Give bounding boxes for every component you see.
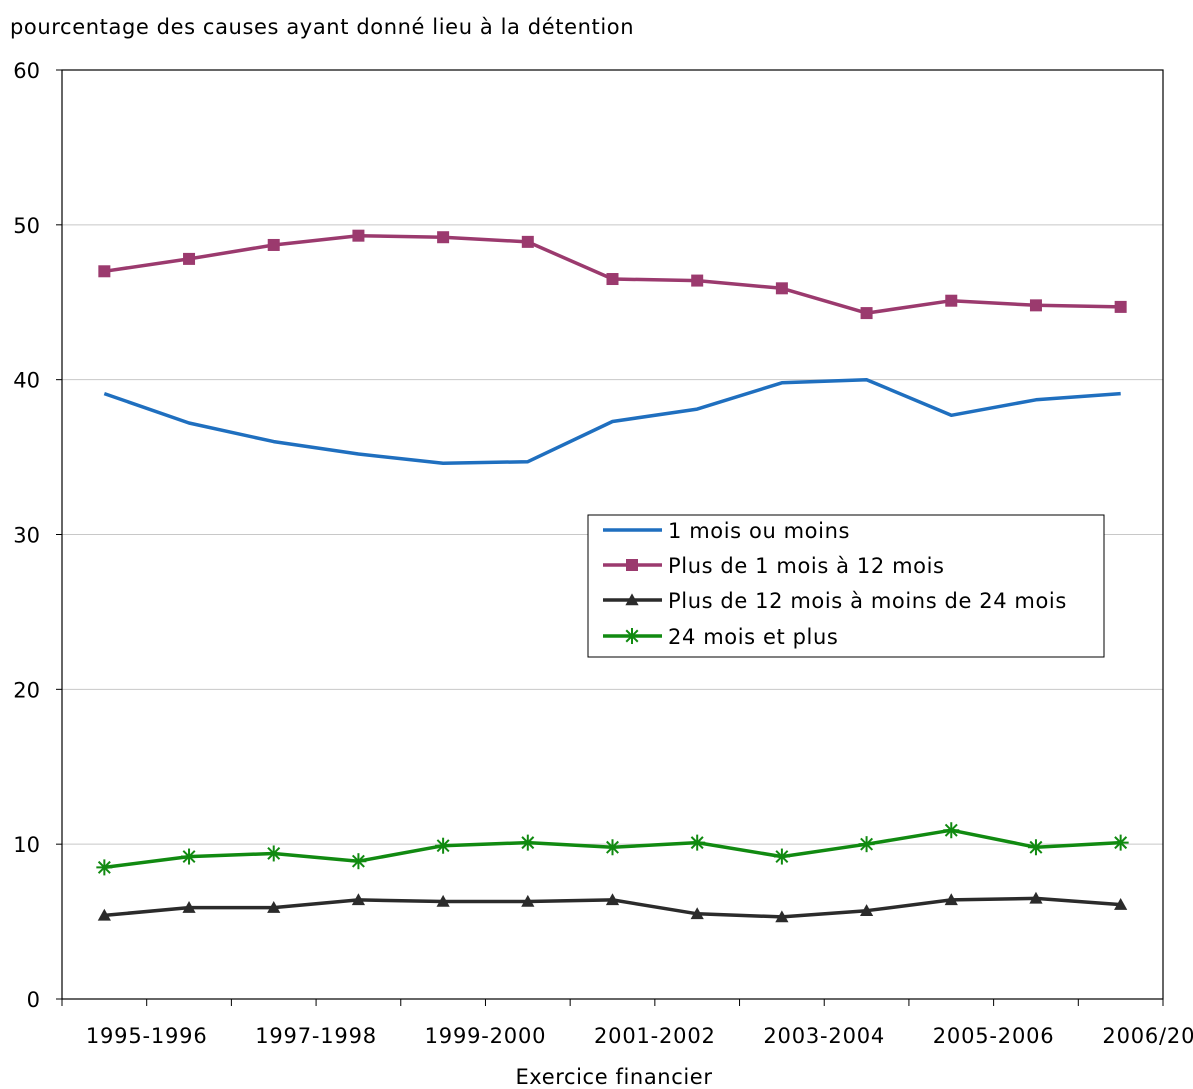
series-2 xyxy=(98,229,1127,320)
x-axis-title: Exercice financier xyxy=(515,1065,712,1089)
data-point-asterisk xyxy=(519,834,536,851)
asterisk-stroke xyxy=(860,837,874,851)
asterisk-stroke xyxy=(606,840,619,854)
data-point-triangle xyxy=(944,893,958,906)
legend-label: 1 mois ou moins xyxy=(668,519,850,543)
data-point-triangle xyxy=(351,893,366,906)
legend-item: Plus de 12 mois à moins de 24 mois xyxy=(603,589,1067,613)
asterisk-stroke xyxy=(436,839,450,853)
x-tick-label: 2006/2007 xyxy=(1102,1024,1193,1048)
data-point-triangle xyxy=(521,894,535,907)
series-layer xyxy=(96,229,1129,923)
data-point-asterisk xyxy=(265,845,282,862)
data-point-square xyxy=(775,282,788,295)
data-point-asterisk xyxy=(435,837,452,854)
asterisk-stroke xyxy=(1029,840,1043,854)
x-tick-label: 1997-1998 xyxy=(255,1024,377,1048)
data-point-asterisk xyxy=(624,628,640,644)
series-1 xyxy=(103,377,1121,466)
legend-item: 24 mois et plus xyxy=(603,625,838,649)
x-tick-label: 1995-1996 xyxy=(86,1024,208,1048)
data-point-asterisk xyxy=(689,834,706,851)
y-tick-label: 60 xyxy=(13,59,40,83)
y-tick-label: 30 xyxy=(13,524,40,548)
series-3 xyxy=(97,891,1128,923)
data-point-square xyxy=(860,307,873,320)
x-tick-label: 2001-2002 xyxy=(594,1024,716,1048)
data-point-square xyxy=(183,252,196,265)
legend: 1 mois ou moins Plus de 1 mois à 12 mois P… xyxy=(587,514,1105,658)
data-point-triangle xyxy=(97,908,111,921)
data-point-asterisk xyxy=(350,853,367,870)
y-tick-label: 50 xyxy=(13,214,40,238)
data-point-asterisk xyxy=(604,839,621,856)
asterisk-stroke xyxy=(267,846,281,860)
asterisk-stroke xyxy=(944,823,958,837)
data-point-square xyxy=(691,274,704,287)
data-point-triangle xyxy=(1029,891,1043,904)
data-point-square xyxy=(945,294,958,307)
asterisk-stroke xyxy=(97,860,111,874)
data-point-asterisk xyxy=(943,822,960,839)
legend-label: 24 mois et plus xyxy=(668,625,838,649)
y-tick-label: 0 xyxy=(27,988,40,1012)
legend-item: 1 mois ou moins xyxy=(603,519,850,543)
y-tick-label: 40 xyxy=(13,369,40,393)
legend-label: Plus de 1 mois à 12 mois xyxy=(668,554,945,578)
x-axis: 1995-1996 1997-1998 1999-2000 2001-2002 2003… xyxy=(61,999,1193,1048)
data-point-triangle xyxy=(436,894,450,907)
data-point-square xyxy=(606,273,619,286)
asterisk-stroke xyxy=(521,836,535,850)
data-point-asterisk xyxy=(1027,839,1044,856)
legend-box xyxy=(587,514,1105,658)
legend-label: Plus de 12 mois à moins de 24 mois xyxy=(668,589,1067,613)
data-point-asterisk xyxy=(773,848,790,865)
asterisk-stroke xyxy=(1114,836,1128,850)
data-point-square xyxy=(626,559,638,571)
data-point-square xyxy=(1029,299,1042,312)
asterisk-stroke xyxy=(182,850,196,864)
data-point-triangle xyxy=(605,893,620,906)
legend-item: Plus de 1 mois à 12 mois xyxy=(603,554,945,578)
series-4 xyxy=(96,822,1129,876)
data-point-square xyxy=(98,265,111,278)
asterisk-stroke xyxy=(775,850,789,864)
asterisk-stroke xyxy=(625,629,639,643)
asterisk-stroke xyxy=(351,854,365,868)
data-point-triangle xyxy=(775,910,789,923)
data-point-square xyxy=(521,235,534,248)
data-point-asterisk xyxy=(858,836,875,853)
data-point-asterisk xyxy=(96,859,113,876)
x-tick-label: 2003-2004 xyxy=(763,1024,885,1048)
data-point-asterisk xyxy=(181,848,198,865)
legend-entries: 1 mois ou moins Plus de 1 mois à 12 mois P… xyxy=(603,519,1067,649)
data-point-triangle xyxy=(1114,897,1128,910)
data-point-square xyxy=(352,229,365,242)
x-tick-label: 1999-2000 xyxy=(425,1024,547,1048)
data-point-square xyxy=(1114,300,1127,313)
y-tick-label: 10 xyxy=(13,833,40,857)
y-axis-title: pourcentage des causes ayant donné lieu … xyxy=(10,15,634,39)
y-tick-label: 20 xyxy=(13,678,40,702)
asterisk-stroke xyxy=(690,836,704,850)
data-point-square xyxy=(267,238,280,251)
series-line xyxy=(103,377,1121,466)
y-axis: 0 10 20 30 40 50 60 xyxy=(13,59,62,1012)
data-point-triangle xyxy=(859,904,874,917)
data-point-triangle xyxy=(182,901,196,913)
x-tick-label: 2005-2006 xyxy=(933,1024,1055,1048)
data-point-square xyxy=(437,231,450,244)
data-point-triangle xyxy=(267,901,281,913)
data-point-triangle xyxy=(690,907,704,920)
data-point-triangle xyxy=(625,593,639,606)
data-point-asterisk xyxy=(1112,834,1129,851)
